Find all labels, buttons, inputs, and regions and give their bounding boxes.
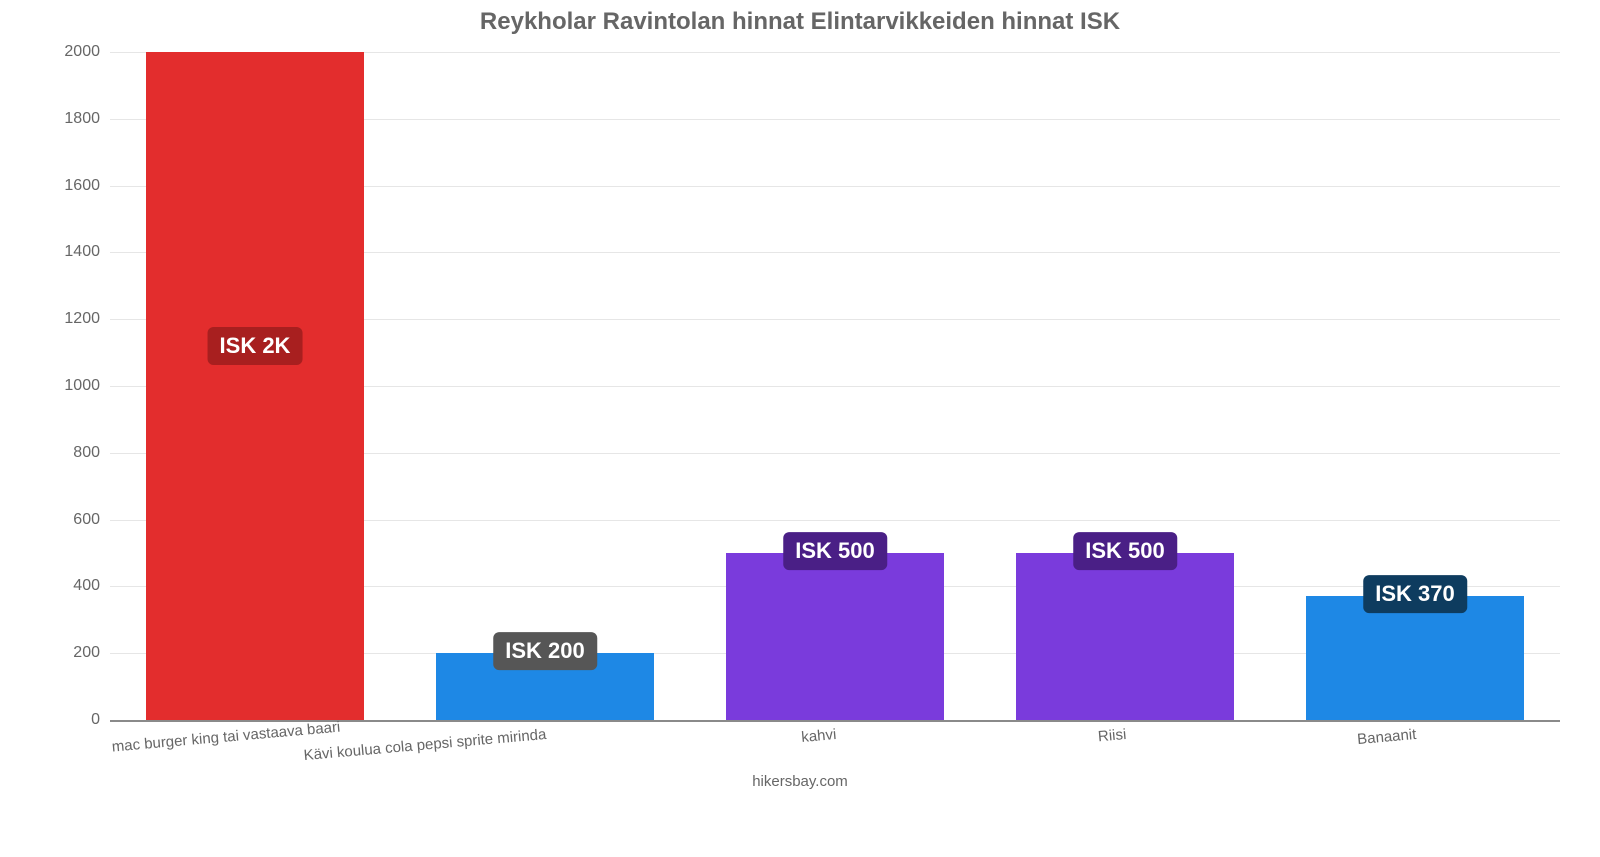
bar: ISK 500: [726, 553, 944, 720]
chart-title: Reykholar Ravintolan hinnat Elintarvikke…: [0, 8, 1600, 36]
ytick-label: 200: [73, 644, 110, 662]
ytick-label: 800: [73, 444, 110, 462]
price-bar-chart: Reykholar Ravintolan hinnat Elintarvikke…: [0, 0, 1600, 800]
ytick-label: 1800: [64, 110, 110, 128]
ytick-label: 400: [73, 577, 110, 595]
plot-area: 0200400600800100012001400160018002000ISK…: [110, 52, 1560, 720]
attribution-text: hikersbay.com: [0, 773, 1600, 790]
bar: ISK 200: [436, 653, 654, 720]
bar: ISK 500: [1016, 553, 1234, 720]
bar-value-label: ISK 370: [1363, 576, 1467, 614]
ytick-label: 2000: [64, 43, 110, 61]
ytick-label: 600: [73, 511, 110, 529]
bar-value-label: ISK 500: [1073, 532, 1177, 570]
ytick-label: 1200: [64, 310, 110, 328]
bar: ISK 370: [1306, 596, 1524, 720]
ytick-label: 1000: [64, 377, 110, 395]
ytick-label: 1600: [64, 177, 110, 195]
bar: ISK 2K: [146, 52, 364, 720]
bar-value-label: ISK 2K: [208, 327, 303, 365]
ytick-label: 1400: [64, 243, 110, 261]
ytick-label: 0: [91, 711, 110, 729]
bar-value-label: ISK 500: [783, 532, 887, 570]
bar-value-label: ISK 200: [493, 632, 597, 670]
